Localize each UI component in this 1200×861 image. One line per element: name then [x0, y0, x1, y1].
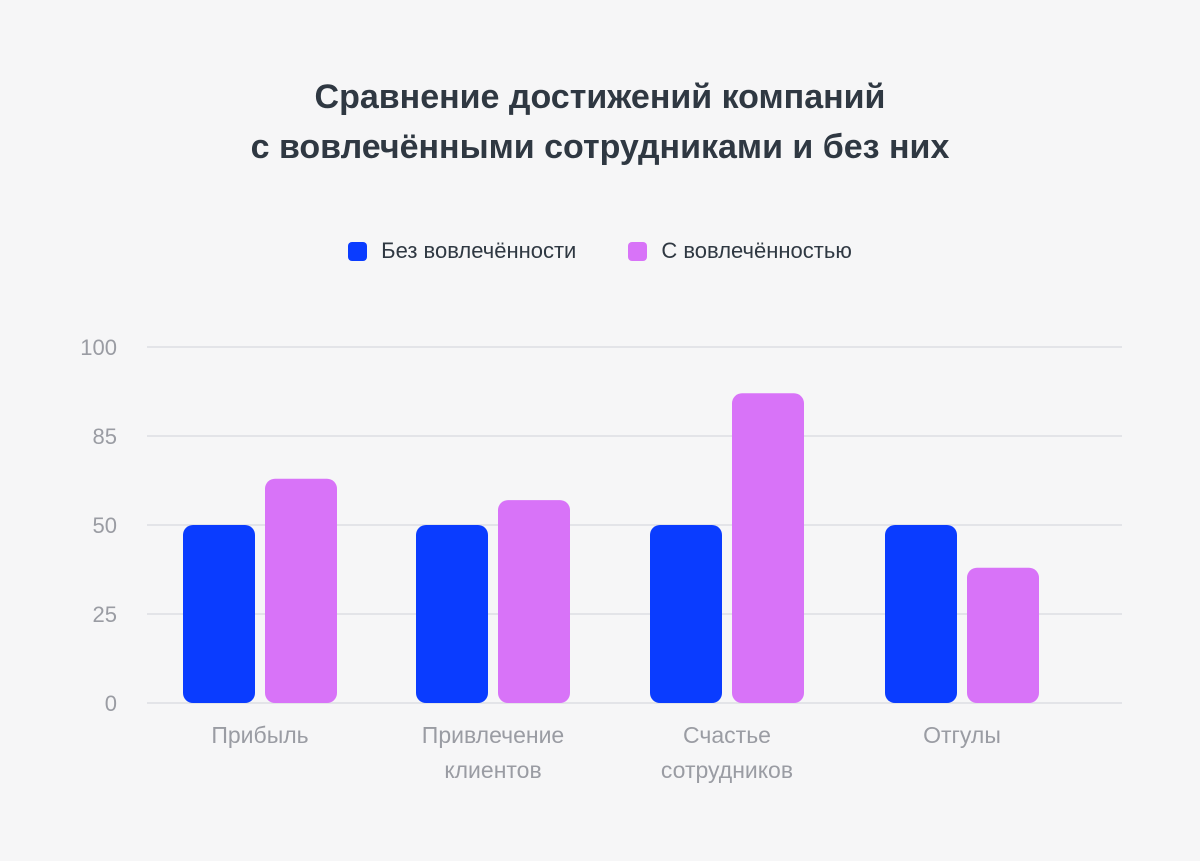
- bar-with-engagement: [498, 500, 570, 703]
- y-tick-label: 85: [93, 424, 117, 449]
- y-tick-label: 0: [105, 691, 117, 716]
- x-category-label: Счастье: [683, 722, 771, 748]
- legend-label-no-engagement: Без вовлечённости: [381, 238, 577, 263]
- bar-no-engagement: [885, 525, 957, 703]
- bar-no-engagement: [416, 525, 488, 703]
- chart-title-line-1: Сравнение достижений компаний: [314, 78, 886, 116]
- x-category-label: Прибыль: [211, 722, 308, 748]
- chart-title: Сравнение достижений компаний с вовлечён…: [0, 72, 1200, 172]
- x-category-label: сотрудников: [661, 757, 793, 783]
- chart-title-line-2: с вовлечёнными сотрудниками и без них: [250, 128, 950, 166]
- legend-swatch-with-engagement: [628, 241, 648, 261]
- legend: Без вовлечённости С вовлечённостью: [0, 238, 1200, 264]
- legend-item-with-engagement: С вовлечённостью: [628, 238, 852, 264]
- bar-with-engagement: [967, 567, 1039, 703]
- bar-with-engagement: [732, 393, 804, 703]
- x-category-label: Отгулы: [923, 722, 1001, 748]
- bar-no-engagement: [183, 525, 255, 703]
- legend-label-with-engagement: С вовлечённостью: [661, 238, 852, 263]
- x-category-label: Привлечение: [422, 722, 564, 748]
- legend-swatch-no-engagement: [348, 241, 368, 261]
- bar-no-engagement: [650, 525, 722, 703]
- y-tick-label: 50: [93, 513, 117, 538]
- y-tick-label: 100: [80, 335, 117, 360]
- x-category-label: клиентов: [444, 757, 541, 783]
- legend-item-no-engagement: Без вовлечённости: [348, 238, 576, 264]
- bar-with-engagement: [265, 478, 337, 703]
- y-tick-label: 25: [93, 602, 117, 627]
